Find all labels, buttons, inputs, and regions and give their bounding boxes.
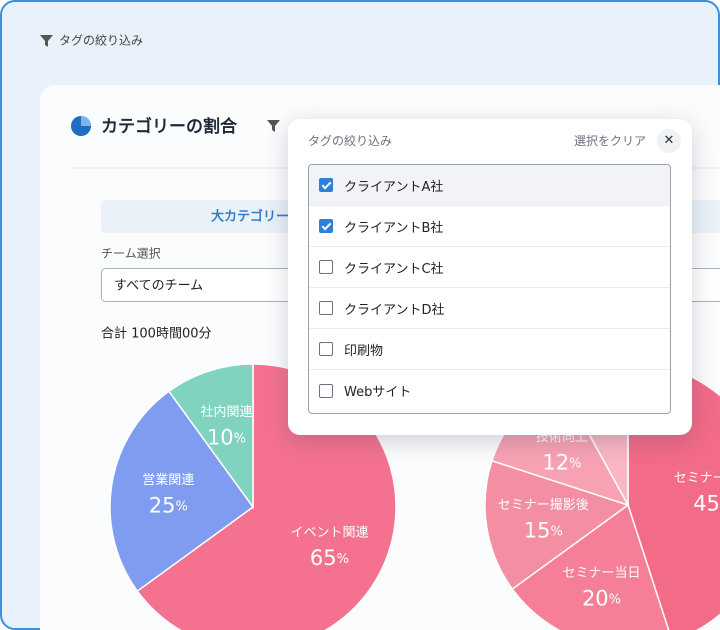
tag-popup: タグの絞り込み 選択をクリア ✕ クライアントA社 クライアントB社 クライアントC… bbox=[288, 119, 692, 435]
tag-option[interactable]: クライアントD社 bbox=[309, 288, 670, 329]
slice-value-unit: % bbox=[337, 551, 349, 566]
filter-icon bbox=[40, 35, 53, 47]
slice-value: 15% bbox=[524, 518, 563, 542]
tag-option[interactable]: Webサイト bbox=[309, 370, 670, 411]
tag-option[interactable]: クライアントA社 bbox=[309, 165, 670, 206]
slice-name: イベント関連 bbox=[290, 525, 368, 540]
checkbox[interactable] bbox=[319, 301, 333, 315]
checkbox[interactable] bbox=[319, 342, 333, 356]
checkbox[interactable] bbox=[319, 383, 333, 398]
option-label[interactable]: クライアントC社 bbox=[344, 261, 444, 277]
slice-value-number: 45 bbox=[693, 492, 720, 516]
slice-value-unit: % bbox=[550, 524, 562, 539]
slice-name: 営業関連 bbox=[142, 472, 194, 488]
tag-option[interactable]: 印刷物 bbox=[309, 329, 670, 370]
tab-label[interactable]: 大カテゴリー bbox=[211, 209, 289, 225]
slice-value: 20% bbox=[582, 587, 621, 611]
team-label: チーム選択 bbox=[101, 247, 161, 261]
tag-option[interactable]: クライアントB社 bbox=[309, 206, 670, 247]
option-label[interactable]: クライアントD社 bbox=[344, 302, 445, 318]
popup-title: タグの絞り込み bbox=[308, 134, 393, 148]
pie-slice bbox=[484, 459, 630, 591]
option-label[interactable]: 印刷物 bbox=[344, 343, 384, 359]
checkbox[interactable] bbox=[319, 178, 333, 192]
close-button[interactable]: ✕ bbox=[657, 129, 681, 153]
tag-option[interactable]: クライアントC社 bbox=[309, 247, 670, 288]
slice-value: 12% bbox=[542, 450, 581, 474]
pie-slice bbox=[167, 363, 254, 510]
slice-name: 社内関連 bbox=[200, 404, 252, 420]
option-label[interactable]: クライアントB社 bbox=[344, 220, 444, 236]
pie-slice bbox=[109, 390, 255, 593]
slice-value-number: 10 bbox=[207, 425, 234, 449]
slice-value: 10% bbox=[207, 425, 246, 449]
top-filter-label[interactable]: タグの絞り込み bbox=[59, 33, 143, 48]
slice-name: セミナー当日 bbox=[562, 566, 640, 581]
clear-button[interactable]: 選択をクリア bbox=[573, 134, 646, 148]
slice-name: セミナー撮影後 bbox=[498, 497, 589, 513]
slice-name: セミナー撮影 bbox=[674, 470, 720, 486]
team-select-value[interactable]: すべてのチーム bbox=[114, 279, 203, 294]
pie-slice bbox=[511, 503, 670, 630]
pie-icon-slice bbox=[81, 116, 91, 126]
slice-value-unit: % bbox=[175, 499, 187, 514]
card-title: カテゴリーの割合 bbox=[101, 116, 238, 137]
tag-list: クライアントA社 クライアントB社 クライアントC社 クライアントD社 印刷物 Webサイ… bbox=[308, 164, 671, 414]
slice-value-number: 25 bbox=[149, 494, 176, 518]
slice-value-number: 65 bbox=[310, 546, 337, 570]
slice-value-number: 12 bbox=[542, 450, 569, 474]
filter-icon[interactable] bbox=[267, 120, 280, 132]
option-label[interactable]: クライアントA社 bbox=[344, 179, 444, 195]
slice-value-unit: % bbox=[569, 456, 581, 471]
slice-value: 65% bbox=[310, 546, 349, 570]
checkbox[interactable] bbox=[319, 219, 333, 233]
checkbox[interactable] bbox=[319, 260, 333, 274]
slice-value: 45% bbox=[693, 492, 720, 516]
slice-value-unit: % bbox=[234, 431, 246, 446]
option-label[interactable]: Webサイト bbox=[344, 385, 412, 400]
slice-value: 25% bbox=[149, 494, 188, 518]
slice-value-unit: % bbox=[609, 592, 621, 607]
slice-value-number: 15 bbox=[524, 518, 551, 542]
total: 合計 100時間00分 bbox=[101, 326, 212, 342]
slice-value-number: 20 bbox=[582, 587, 609, 611]
